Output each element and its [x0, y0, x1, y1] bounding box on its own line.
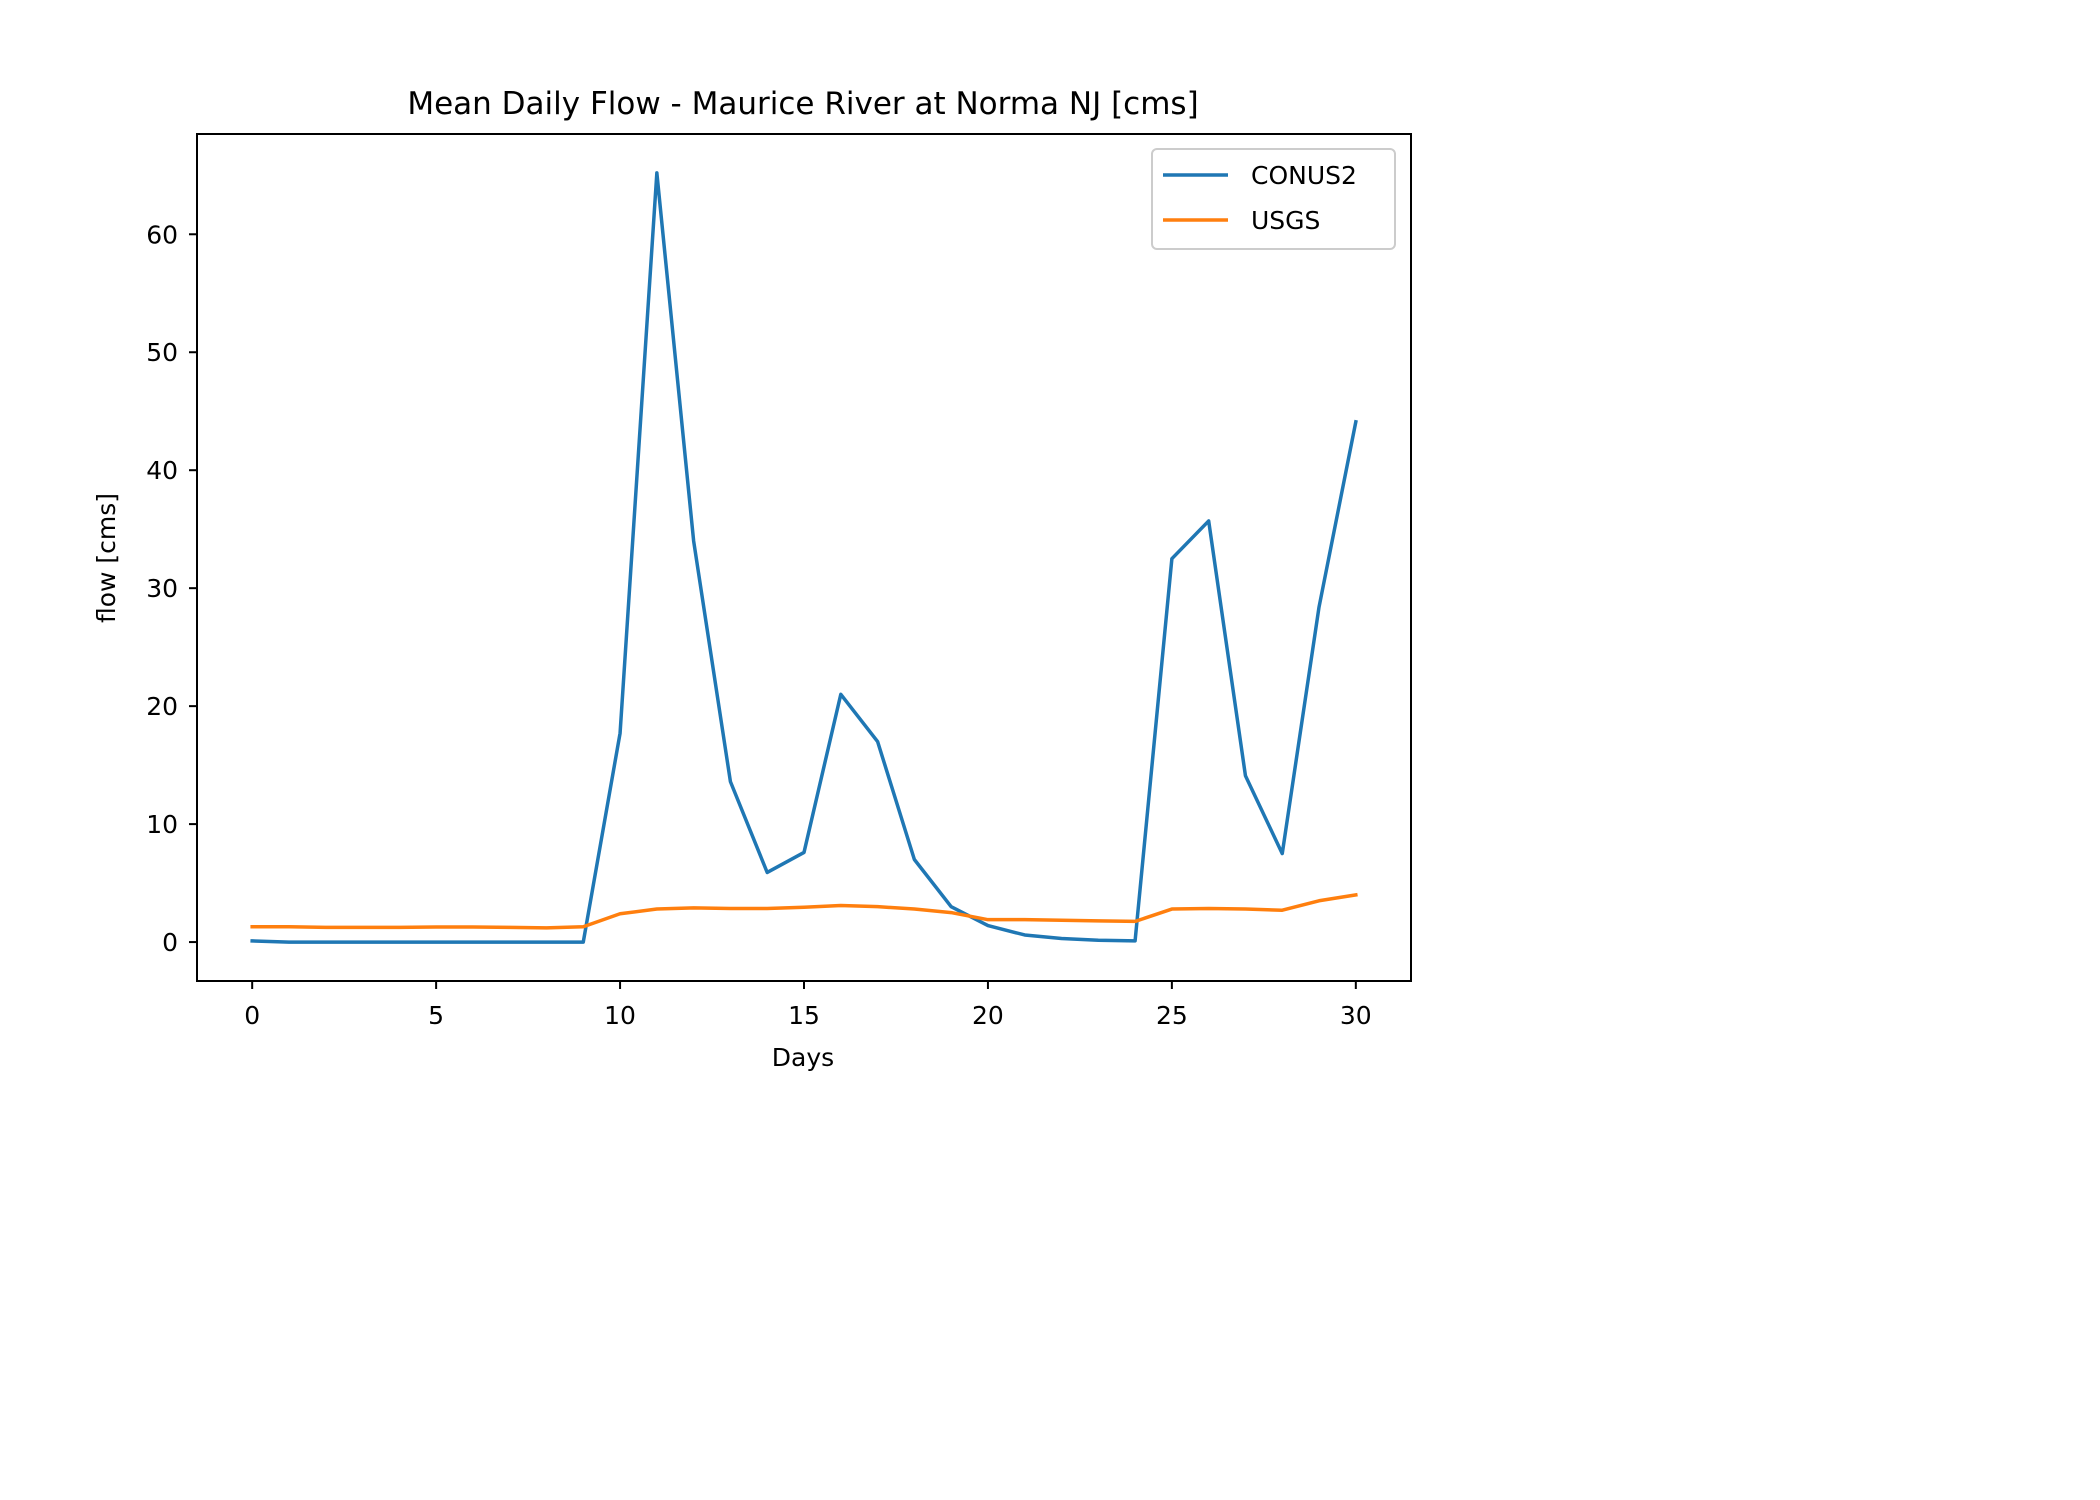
x-tick-label: 30 [1340, 1001, 1372, 1030]
series-line-conus2 [250, 171, 1358, 944]
y-tick-label: 20 [146, 692, 178, 721]
y-axis-label: flow [cms] [92, 493, 121, 623]
series-line-usgs [250, 892, 1358, 930]
legend: CONUS2 USGS [1151, 148, 1396, 250]
x-tick-label: 20 [972, 1001, 1004, 1030]
y-tick-label: 60 [146, 220, 178, 249]
y-tick-label: 50 [146, 338, 178, 367]
x-tick-label: 5 [428, 1001, 444, 1030]
x-tick-label: 10 [604, 1001, 636, 1030]
chart-figure: Mean Daily Flow - Maurice River at Norma… [92, 86, 1412, 1072]
y-tick-label: 40 [146, 456, 178, 485]
x-tick-label: 25 [1156, 1001, 1188, 1030]
line-chart: Mean Daily Flow - Maurice River at Norma… [92, 86, 1412, 1072]
x-axis-label: Days [772, 1043, 834, 1072]
y-tick-label: 0 [162, 928, 178, 957]
plot-area: 0 5 10 15 20 25 30 0 10 20 30 40 50 60 [146, 133, 1412, 1030]
x-tick-label: 0 [244, 1001, 260, 1030]
legend-label: CONUS2 [1251, 161, 1357, 190]
y-tick-label: 30 [146, 574, 178, 603]
legend-label: USGS [1251, 206, 1320, 235]
x-tick-label: 15 [788, 1001, 820, 1030]
chart-title: Mean Daily Flow - Maurice River at Norma… [407, 86, 1198, 122]
y-tick-label: 10 [146, 810, 178, 839]
